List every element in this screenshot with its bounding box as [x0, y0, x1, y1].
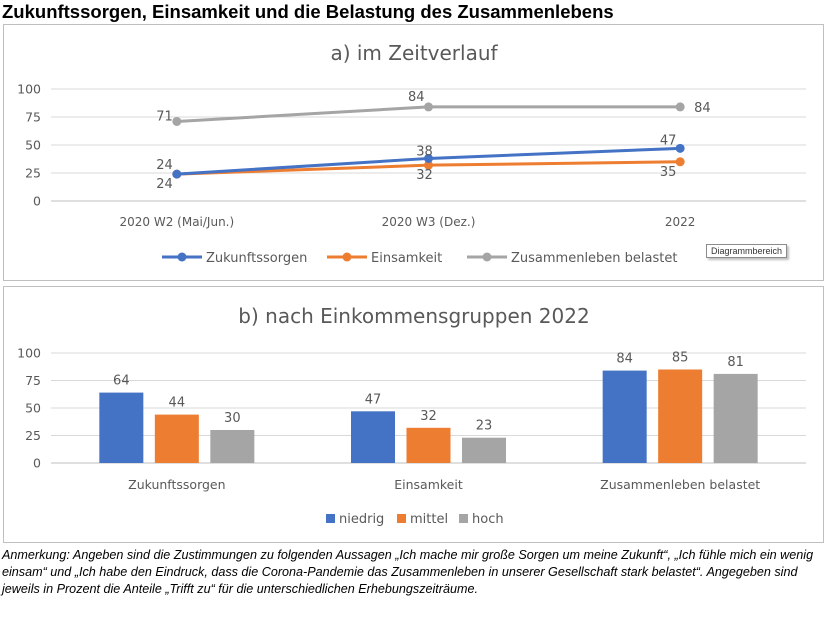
data-label-zusammenleben-belastet-niedrig: 84: [616, 352, 633, 367]
y-tick-label-50: 50: [25, 401, 41, 416]
x-tick-label-zukunftssorgen: Zukunftssorgen: [128, 477, 225, 492]
data-label-einsamkeit-hoch: 23: [476, 419, 493, 434]
bar-einsamkeit-niedrig: [351, 411, 395, 463]
y-tick-label-75: 75: [25, 373, 41, 388]
data-label-zusammenleben-belastet-0: 71: [156, 109, 173, 124]
point-zukunftssorgen-0: [172, 169, 182, 179]
bar-zusammenleben-belastet-niedrig: [602, 370, 647, 463]
line-chart-panel[interactable]: a) im Zeitverlauf 0 25 50 75 100 2020 W2 (Mai/…: [3, 24, 824, 281]
data-label-zukunftssorgen-mittel: 44: [169, 396, 186, 411]
x-tick-label-0: 2020 W2 (Mai/Jun.): [119, 215, 234, 229]
x-tick-label-zusammenleben-belastet: Zusammenleben belastet: [600, 477, 760, 492]
data-label-zukunftssorgen-2: 47: [660, 133, 677, 148]
data-label-zukunftssorgen-niedrig: 64: [113, 374, 130, 389]
legend-swatch-niedrig: [326, 514, 335, 523]
point-zukunftssorgen-2: [675, 143, 685, 153]
y-tick-label-0: 0: [33, 456, 41, 471]
data-label-zusammenleben-belastet-mittel: 85: [672, 351, 689, 366]
y-tick-label-50: 50: [25, 138, 41, 153]
legend-swatch-hoch: [459, 514, 468, 523]
bar-zusammenleben-belastet-hoch: [713, 373, 758, 463]
page-title: Zukunftssorgen, Einsamkeit und die Belas…: [2, 1, 614, 22]
bar-chart: b) nach Einkommensgruppen 2022 0 25 50 75 100…: [17, 304, 806, 527]
legend-marker-einsamkeit: [342, 252, 352, 262]
legend-label-niedrig: niedrig: [339, 512, 384, 527]
bar-zukunftssorgen-hoch: [210, 430, 255, 463]
y-tick-label-25: 25: [25, 428, 41, 443]
bar-einsamkeit-mittel: [406, 427, 451, 463]
legend-marker-zukunftssorgen: [177, 252, 187, 262]
bar-zukunftssorgen-mittel: [154, 414, 199, 463]
point-zusammenleben-belastet-2: [675, 102, 685, 112]
legend-marker-zusammenleben-belastet: [482, 252, 492, 262]
chart-area-tooltip: Diagrammbereich: [706, 244, 788, 258]
data-label-zukunftssorgen-hoch: 30: [224, 411, 241, 426]
data-label-einsamkeit-2: 35: [660, 165, 677, 180]
bar-einsamkeit-hoch: [462, 437, 506, 463]
data-label-einsamkeit-niedrig: 47: [365, 392, 382, 407]
data-label-zusammenleben-belastet-hoch: 81: [727, 355, 744, 370]
point-zusammenleben-belastet-0: [172, 116, 182, 126]
data-label-zusammenleben-belastet-2: 84: [694, 101, 711, 116]
point-zusammenleben-belastet-1: [424, 102, 433, 112]
data-label-einsamkeit-mittel: 32: [420, 409, 437, 424]
legend-label-zusammenleben-belastet: Zusammenleben belastet: [511, 251, 677, 266]
y-tick-label-100: 100: [17, 346, 41, 361]
y-tick-label-25: 25: [25, 166, 41, 181]
line-chart: a) im Zeitverlauf 0 25 50 75 100 2020 W2 (Mai/…: [17, 41, 806, 266]
legend-label-mittel: mittel: [410, 512, 448, 527]
data-label-zukunftssorgen-0: 24: [156, 158, 173, 173]
x-tick-label-2: 2022: [665, 215, 696, 229]
y-tick-label-0: 0: [33, 194, 41, 209]
chart-title: b) nach Einkommensgruppen 2022: [238, 304, 589, 328]
bar-chart-panel[interactable]: b) nach Einkommensgruppen 2022 0 25 50 75 100…: [3, 286, 824, 543]
x-tick-label-1: 2020 W3 (Dez.): [382, 215, 476, 229]
x-tick-label-einsamkeit: Einsamkeit: [394, 477, 463, 492]
legend-label-hoch: hoch: [472, 512, 504, 527]
bar-zusammenleben-belastet-mittel: [658, 369, 703, 463]
legend-swatch-mittel: [397, 514, 406, 523]
point-einsamkeit-1: [424, 160, 433, 170]
y-tick-label-75: 75: [25, 110, 41, 125]
bar-zukunftssorgen-niedrig: [99, 392, 144, 463]
legend-label-zukunftssorgen: Zukunftssorgen: [206, 251, 307, 266]
chart-title: a) im Zeitverlauf: [330, 41, 498, 65]
data-label-zusammenleben-belastet-1: 84: [408, 90, 425, 105]
point-einsamkeit-2: [675, 157, 685, 167]
point-zukunftssorgen-1: [424, 153, 433, 163]
data-label-einsamkeit-0: 24: [156, 177, 173, 192]
data-label-einsamkeit-1: 32: [416, 168, 433, 183]
data-label-zukunftssorgen-1: 38: [416, 144, 433, 159]
footnote: Anmerkung: Angeben sind die Zustimmungen…: [2, 548, 814, 597]
legend-label-einsamkeit: Einsamkeit: [371, 251, 442, 266]
y-tick-label-100: 100: [17, 82, 41, 97]
